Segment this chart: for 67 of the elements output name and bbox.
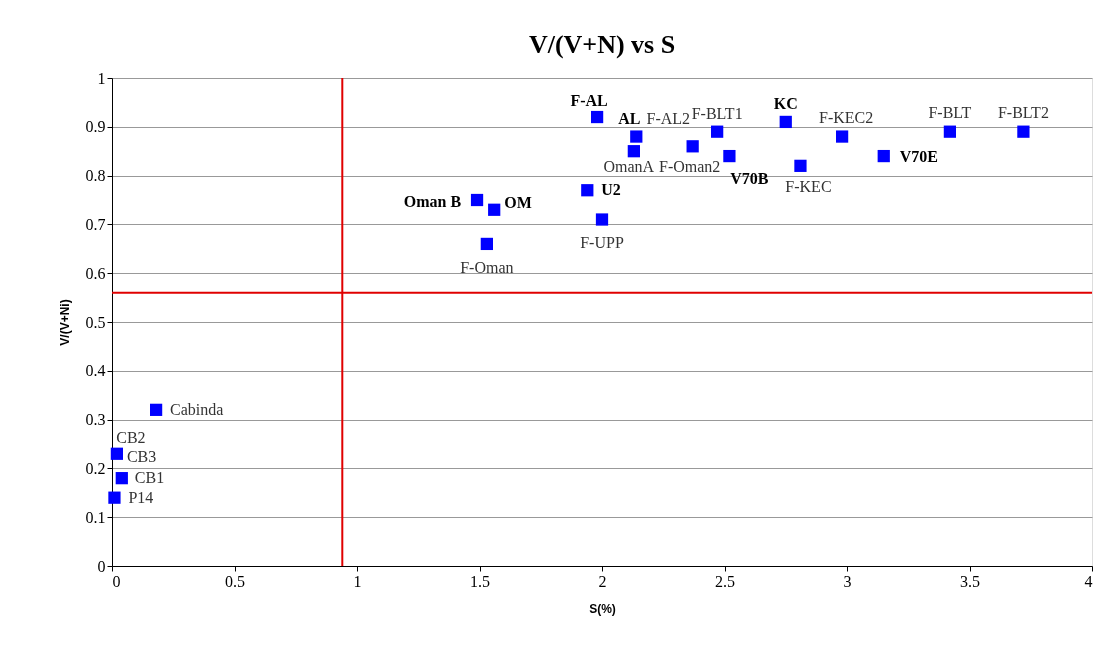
x-axis-title: S(%) <box>589 601 616 616</box>
x-tick-label: 3.5 <box>960 572 980 590</box>
point <box>835 130 849 143</box>
annotation: U2 <box>601 181 621 199</box>
x-tick-label: 4 <box>1084 572 1093 590</box>
point <box>488 203 501 216</box>
point <box>149 403 163 416</box>
point <box>943 125 957 138</box>
annotation: OmanA <box>603 158 655 176</box>
point <box>1017 125 1030 138</box>
x-tick-label: 0.5 <box>225 572 245 590</box>
y-tick-label: 0.2 <box>85 459 106 477</box>
point <box>470 193 484 207</box>
point <box>590 110 604 124</box>
annotation: V70B <box>730 170 769 188</box>
annotation: Oman B <box>403 193 462 210</box>
y-tick-label: 0.4 <box>85 362 106 380</box>
annotation: F-Oman <box>460 258 514 276</box>
point <box>110 447 124 460</box>
point <box>595 213 609 226</box>
point <box>581 184 594 197</box>
annotation: CB3 <box>126 447 157 465</box>
x-tick-label: 2.5 <box>715 572 735 590</box>
y-axis-title: V/(V+Ni) <box>57 299 72 346</box>
point <box>627 145 640 158</box>
annotation: F-Oman2 <box>658 158 721 176</box>
point <box>108 491 121 504</box>
annotation: V70E <box>899 148 938 166</box>
point <box>779 115 792 129</box>
annotation: AL <box>618 109 641 127</box>
point <box>711 125 724 138</box>
annotation: F-AL2 <box>646 109 691 127</box>
annotation: KC <box>773 94 798 112</box>
x-tick-label: 1 <box>353 572 362 590</box>
point <box>630 130 643 143</box>
point <box>686 140 699 153</box>
x-tick-label: 2 <box>598 572 607 590</box>
y-tick-label: 0 <box>97 557 106 575</box>
x-tick-label: 1.5 <box>470 572 490 590</box>
annotation: OM <box>504 193 532 211</box>
y-tick-label: 0.6 <box>85 264 106 282</box>
x-tick-label: 0 <box>112 572 121 590</box>
annotation: Cabinda <box>170 400 224 418</box>
annotation: F-AL <box>570 92 608 110</box>
point <box>723 149 736 163</box>
x-tick-label: 3 <box>843 572 852 590</box>
y-tick-label: 0.7 <box>85 215 106 233</box>
y-tick-label: 1 <box>97 69 106 87</box>
point <box>877 149 890 163</box>
y-tick-label: 0.8 <box>85 167 106 185</box>
annotation: F-BLT2 <box>997 103 1049 121</box>
point <box>115 472 128 485</box>
annotation: P14 <box>128 488 154 506</box>
annotation: CB2 <box>116 428 146 446</box>
y-tick-label: 0.5 <box>85 313 106 331</box>
point <box>480 237 493 251</box>
y-tick-label: 0.1 <box>85 508 106 526</box>
y-tick-label: 0.9 <box>85 118 106 136</box>
chart-title: V/(V+N) vs S <box>528 30 676 59</box>
annotation: F-UPP <box>580 233 624 251</box>
annotation: F-BLT1 <box>691 104 743 122</box>
annotation: F-KEC2 <box>818 108 874 126</box>
annotation: CB1 <box>134 469 165 487</box>
point <box>794 159 807 172</box>
y-tick-label: 0.3 <box>85 411 106 429</box>
annotation: F-BLT <box>928 103 972 121</box>
annotation: F-KEC <box>785 177 832 195</box>
